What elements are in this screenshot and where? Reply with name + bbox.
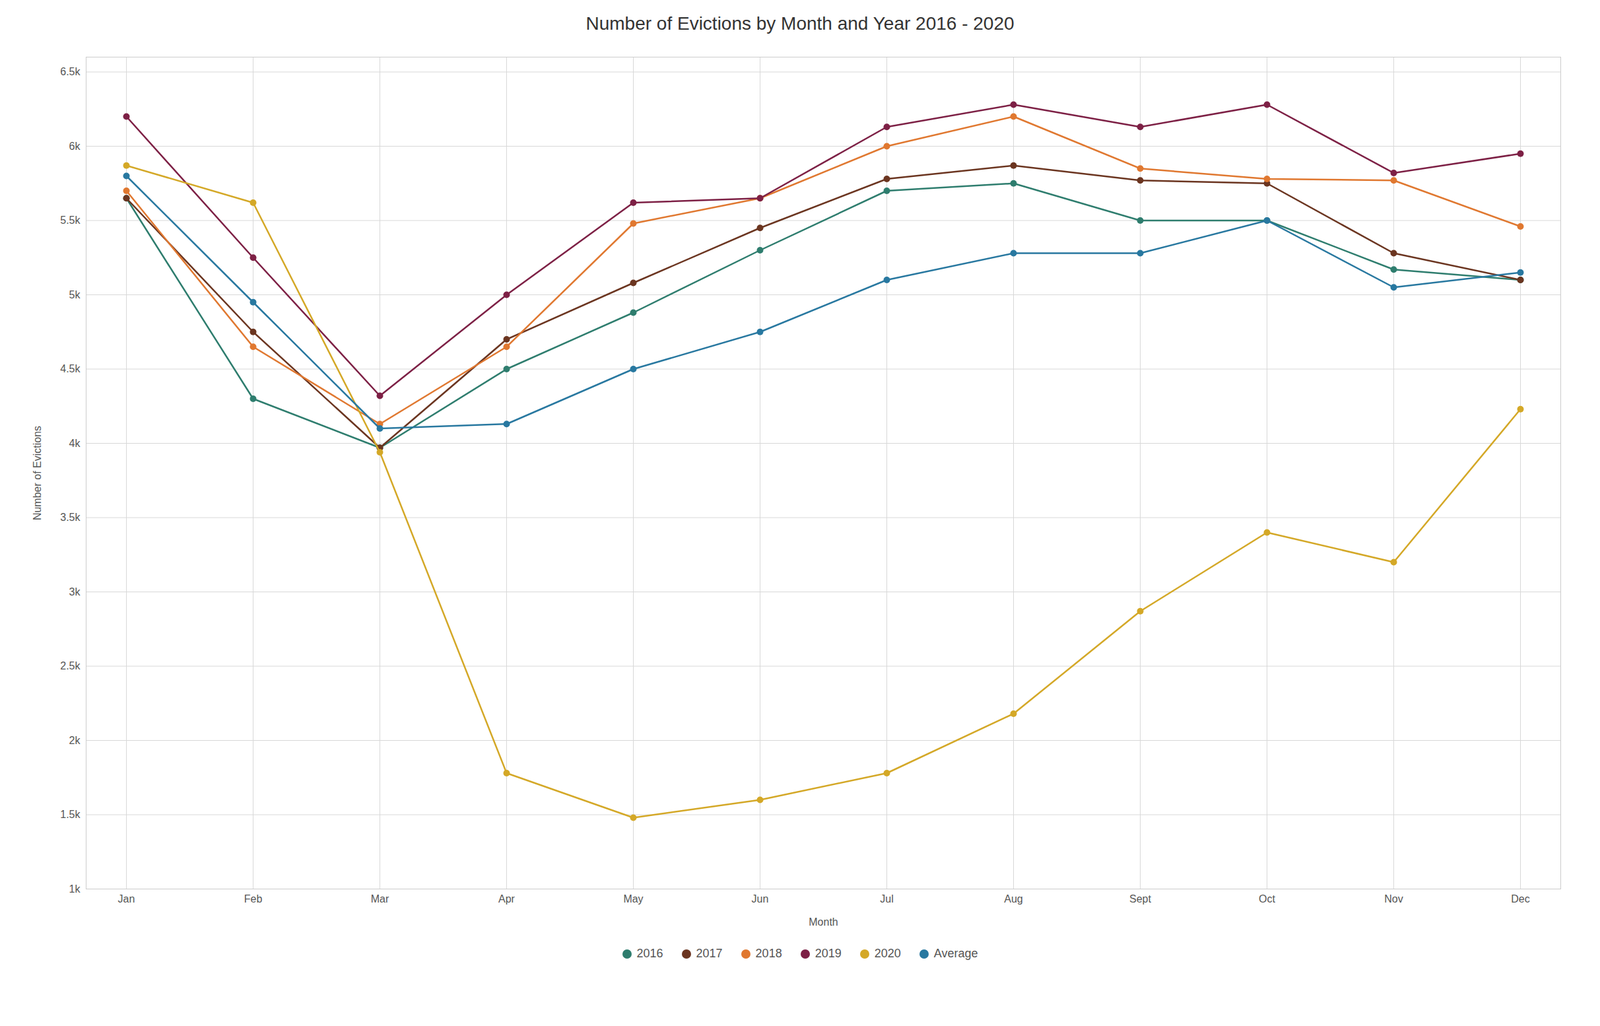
- svg-text:Number of Evictions: Number of Evictions: [31, 425, 43, 521]
- svg-text:2k: 2k: [69, 734, 82, 746]
- svg-text:4k: 4k: [69, 437, 82, 449]
- html-text:Number of Evictions by Month a: Number of Evictions by Month and Year 20…: [585, 13, 1015, 34]
- svg-text:Oct: Oct: [1258, 893, 1276, 905]
- svg-text:6.5k: 6.5k: [60, 66, 81, 78]
- svg-text:3k: 3k: [69, 586, 82, 598]
- svg-text:Month: Month: [808, 916, 838, 928]
- svg-text:May: May: [623, 893, 643, 905]
- html-text:2019: 2019: [814, 946, 842, 960]
- svg-text:Nov: Nov: [1384, 893, 1403, 905]
- svg-text:Apr: Apr: [498, 893, 516, 905]
- html-text:2017: 2017: [696, 946, 723, 960]
- svg-text:Jan: Jan: [118, 893, 136, 905]
- svg-text:6k: 6k: [69, 140, 82, 152]
- svg-text:3.5k: 3.5k: [60, 511, 81, 523]
- svg-text:Sept: Sept: [1129, 893, 1152, 905]
- svg-text:Jul: Jul: [879, 893, 894, 905]
- svg-text:2.5k: 2.5k: [60, 660, 81, 672]
- svg-text:Jun: Jun: [751, 893, 769, 905]
- svg-text:Feb: Feb: [244, 893, 263, 905]
- svg-text:Dec: Dec: [1510, 893, 1530, 905]
- html-text:2020: 2020: [874, 946, 901, 960]
- svg-text:Mar: Mar: [370, 893, 390, 905]
- svg-text:5.5k: 5.5k: [60, 214, 81, 226]
- html-text:2016: 2016: [636, 946, 664, 960]
- svg-text:4.5k: 4.5k: [60, 363, 81, 375]
- svg-text:5k: 5k: [69, 289, 82, 301]
- svg-text:Aug: Aug: [1003, 893, 1023, 905]
- svg-text:1.5k: 1.5k: [60, 808, 81, 820]
- svg-text:1k: 1k: [69, 883, 82, 895]
- html-text:Average: Average: [933, 946, 978, 960]
- html-text:2018: 2018: [755, 946, 782, 960]
